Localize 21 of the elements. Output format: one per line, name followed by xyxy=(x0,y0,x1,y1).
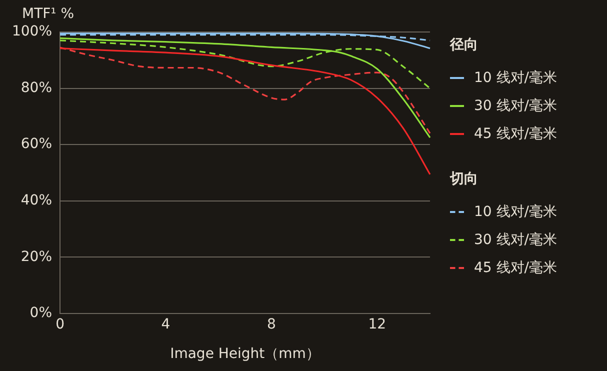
legend-label: 45 线对/毫米 xyxy=(474,125,557,143)
y-tick-label: 0% xyxy=(30,305,52,322)
legend-label: 10 线对/毫米 xyxy=(474,203,557,221)
y-tick-label: 60% xyxy=(20,136,52,152)
x-tick-label: 12 xyxy=(368,316,386,332)
y-tick-label: 20% xyxy=(20,248,52,265)
x-axis-title: Image Height（mm） xyxy=(170,346,320,362)
line-series xyxy=(59,48,431,176)
y-tick-label: 80% xyxy=(20,80,52,96)
x-tick-label: 4 xyxy=(161,316,170,332)
text: 径向 xyxy=(450,36,479,54)
x-tick-label: 0 xyxy=(56,316,64,332)
y-tick-label: 100% xyxy=(12,24,52,40)
y-axis-title: MTF¹ % xyxy=(22,6,74,22)
x-tick-label: 8 xyxy=(266,316,276,332)
legend-label: 10 线对/毫米 xyxy=(474,69,557,87)
text: 切向 xyxy=(450,170,479,188)
legend-label: 30 线对/毫米 xyxy=(474,231,557,249)
legend-label: 30 线对/毫米 xyxy=(474,97,557,115)
legend-label: 45 线对/毫米 xyxy=(474,259,557,277)
y-tick-label: 40% xyxy=(20,192,52,208)
